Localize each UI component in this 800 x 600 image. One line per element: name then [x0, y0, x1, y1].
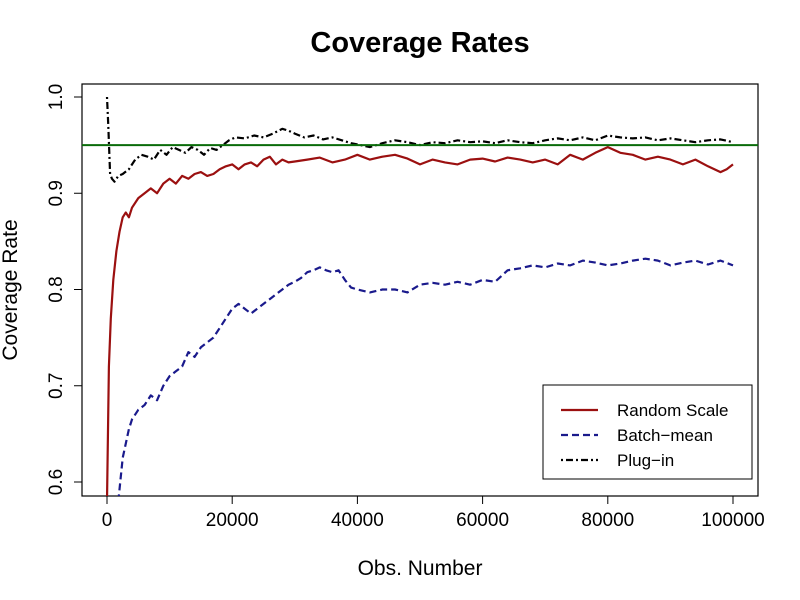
- y-tick-label: 1.0: [46, 84, 67, 110]
- plot-clip-group: [82, 96, 758, 496]
- series-line-2: [117, 257, 734, 496]
- x-tick-label: 40000: [331, 510, 384, 531]
- legend-label-2: Batch−mean: [617, 426, 713, 445]
- x-tick-label: 20000: [206, 510, 259, 531]
- legend: Random Scale Batch−mean Plug−in: [542, 384, 753, 480]
- series-line-3: [105, 96, 734, 183]
- x-tick-label: 0: [102, 510, 113, 531]
- x-tick-label: 60000: [456, 510, 509, 531]
- y-tick-label: 0.9: [46, 180, 67, 206]
- y-tick-label: 0.7: [46, 373, 67, 399]
- y-axis-label: Coverage Rate: [0, 219, 22, 360]
- chart-title: Coverage Rates: [310, 27, 529, 59]
- y-axis: 0.6 0.7 0.8 0.9 1.0: [46, 84, 82, 495]
- legend-label-3: Plug−in: [617, 451, 674, 470]
- series-layer: [82, 96, 758, 496]
- x-axis: 0 20000 40000 60000 80000 100000: [102, 496, 765, 531]
- x-axis-label: Obs. Number: [358, 557, 483, 580]
- y-tick-label: 0.6: [46, 469, 67, 495]
- legend-label-1: Random Scale: [617, 401, 729, 420]
- legend-box: [542, 384, 753, 480]
- x-tick-label: 80000: [581, 510, 634, 531]
- y-tick-label: 0.8: [46, 276, 67, 302]
- series-line-1: [105, 146, 734, 496]
- x-tick-label: 100000: [701, 510, 764, 531]
